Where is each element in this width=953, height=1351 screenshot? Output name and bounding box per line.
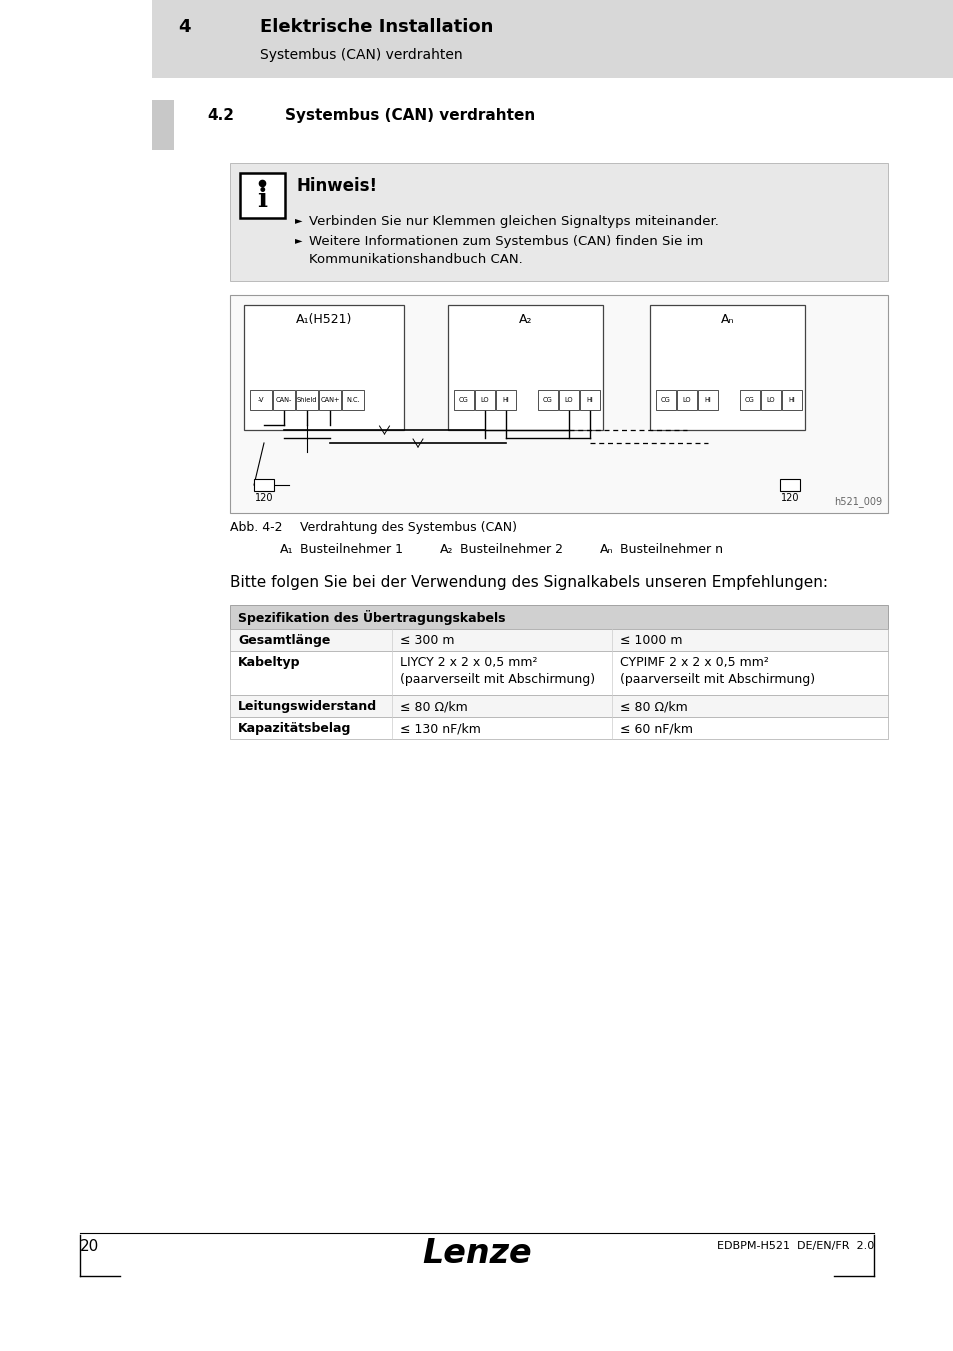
Text: HI: HI bbox=[502, 397, 509, 403]
Text: CG: CG bbox=[542, 397, 553, 403]
Text: Aₙ: Aₙ bbox=[720, 313, 734, 326]
Bar bbox=[656, 390, 676, 409]
Bar bbox=[250, 390, 272, 409]
Text: CAN+: CAN+ bbox=[320, 397, 339, 403]
Text: N.C.: N.C. bbox=[346, 397, 359, 403]
Text: LO: LO bbox=[682, 397, 691, 403]
Text: ≤ 130 nF/km: ≤ 130 nF/km bbox=[399, 721, 480, 735]
Text: ≤ 80 Ω/km: ≤ 80 Ω/km bbox=[619, 700, 687, 713]
Text: HI: HI bbox=[788, 397, 795, 403]
Bar bbox=[649, 305, 804, 430]
Text: CAN-: CAN- bbox=[275, 397, 292, 403]
Text: HI: HI bbox=[586, 397, 593, 403]
Text: CG: CG bbox=[744, 397, 754, 403]
Bar bbox=[240, 173, 285, 218]
Bar bbox=[781, 390, 801, 409]
Bar bbox=[780, 480, 800, 490]
Text: Systembus (CAN) verdrahten: Systembus (CAN) verdrahten bbox=[285, 108, 535, 123]
Text: i: i bbox=[257, 186, 267, 212]
Bar bbox=[230, 295, 887, 513]
Text: ►: ► bbox=[294, 215, 302, 226]
Bar bbox=[448, 305, 602, 430]
Text: ►: ► bbox=[294, 235, 302, 245]
Bar bbox=[496, 390, 516, 409]
Text: LO: LO bbox=[480, 397, 489, 403]
Bar bbox=[230, 717, 887, 739]
Bar bbox=[230, 651, 887, 694]
Bar bbox=[341, 390, 364, 409]
Bar bbox=[677, 390, 697, 409]
Text: ≤ 1000 m: ≤ 1000 m bbox=[619, 634, 681, 647]
Text: ≤ 80 Ω/km: ≤ 80 Ω/km bbox=[399, 700, 467, 713]
Bar bbox=[475, 390, 495, 409]
Text: 4.2: 4.2 bbox=[207, 108, 233, 123]
Text: A₁(H521): A₁(H521) bbox=[295, 313, 352, 326]
Text: A₂: A₂ bbox=[518, 313, 532, 326]
Bar bbox=[273, 390, 294, 409]
Text: -V: -V bbox=[257, 397, 264, 403]
Bar bbox=[230, 163, 887, 281]
Text: A₂: A₂ bbox=[439, 543, 453, 557]
Text: Leitungswiderstand: Leitungswiderstand bbox=[237, 700, 376, 713]
Bar bbox=[318, 390, 340, 409]
Bar bbox=[698, 390, 718, 409]
Text: Elektrische Installation: Elektrische Installation bbox=[260, 18, 493, 36]
Bar bbox=[244, 305, 403, 430]
Text: Busteilnehmer 2: Busteilnehmer 2 bbox=[459, 543, 562, 557]
Bar bbox=[537, 390, 558, 409]
Text: LO: LO bbox=[766, 397, 775, 403]
Bar bbox=[579, 390, 599, 409]
Text: A₁: A₁ bbox=[280, 543, 294, 557]
Text: HI: HI bbox=[704, 397, 711, 403]
Text: CYPIMF 2 x 2 x 0,5 mm²
(paarverseilt mit Abschirmung): CYPIMF 2 x 2 x 0,5 mm² (paarverseilt mit… bbox=[619, 657, 814, 686]
Text: Spezifikation des Übertragungskabels: Spezifikation des Übertragungskabels bbox=[237, 611, 505, 626]
Text: ≤ 60 nF/km: ≤ 60 nF/km bbox=[619, 721, 692, 735]
Text: 4: 4 bbox=[178, 18, 191, 36]
Bar bbox=[230, 694, 887, 717]
Text: Kabeltyp: Kabeltyp bbox=[237, 657, 300, 669]
Bar bbox=[152, 0, 953, 78]
Bar bbox=[558, 390, 578, 409]
Text: Busteilnehmer 1: Busteilnehmer 1 bbox=[299, 543, 402, 557]
Text: Kapazitätsbelag: Kapazitätsbelag bbox=[237, 721, 351, 735]
Text: Systembus (CAN) verdrahten: Systembus (CAN) verdrahten bbox=[260, 49, 462, 62]
Bar bbox=[760, 390, 781, 409]
Text: Weitere Informationen zum Systembus (CAN) finden Sie im: Weitere Informationen zum Systembus (CAN… bbox=[309, 235, 702, 249]
Bar bbox=[253, 480, 274, 490]
Text: LIYCY 2 x 2 x 0,5 mm²
(paarverseilt mit Abschirmung): LIYCY 2 x 2 x 0,5 mm² (paarverseilt mit … bbox=[399, 657, 595, 686]
Text: Gesamtlänge: Gesamtlänge bbox=[237, 634, 330, 647]
Text: Aₙ: Aₙ bbox=[599, 543, 613, 557]
Bar bbox=[454, 390, 474, 409]
Text: Kommunikationshandbuch CAN.: Kommunikationshandbuch CAN. bbox=[309, 253, 522, 266]
Text: CG: CG bbox=[660, 397, 670, 403]
Text: Lenze: Lenze bbox=[422, 1238, 531, 1270]
Bar bbox=[152, 100, 173, 150]
Text: Bitte folgen Sie bei der Verwendung des Signalkabels unseren Empfehlungen:: Bitte folgen Sie bei der Verwendung des … bbox=[230, 576, 827, 590]
Text: EDBPM-H521  DE/EN/FR  2.0: EDBPM-H521 DE/EN/FR 2.0 bbox=[716, 1242, 873, 1251]
Text: Verdrahtung des Systembus (CAN): Verdrahtung des Systembus (CAN) bbox=[299, 521, 517, 534]
Text: h521_009: h521_009 bbox=[833, 496, 882, 507]
Text: Abb. 4-2: Abb. 4-2 bbox=[230, 521, 282, 534]
Bar bbox=[230, 605, 887, 630]
Text: 20: 20 bbox=[80, 1239, 99, 1254]
Text: Hinweis!: Hinweis! bbox=[296, 177, 377, 195]
Text: Shield: Shield bbox=[296, 397, 317, 403]
Text: LO: LO bbox=[564, 397, 573, 403]
Bar bbox=[230, 630, 887, 651]
Text: CG: CG bbox=[458, 397, 468, 403]
Bar bbox=[740, 390, 760, 409]
Text: Busteilnehmer n: Busteilnehmer n bbox=[619, 543, 722, 557]
Text: ≤ 300 m: ≤ 300 m bbox=[399, 634, 454, 647]
Text: Verbinden Sie nur Klemmen gleichen Signaltyps miteinander.: Verbinden Sie nur Klemmen gleichen Signa… bbox=[309, 215, 719, 228]
Text: 120: 120 bbox=[254, 493, 273, 503]
Bar bbox=[295, 390, 317, 409]
Text: 120: 120 bbox=[780, 493, 799, 503]
